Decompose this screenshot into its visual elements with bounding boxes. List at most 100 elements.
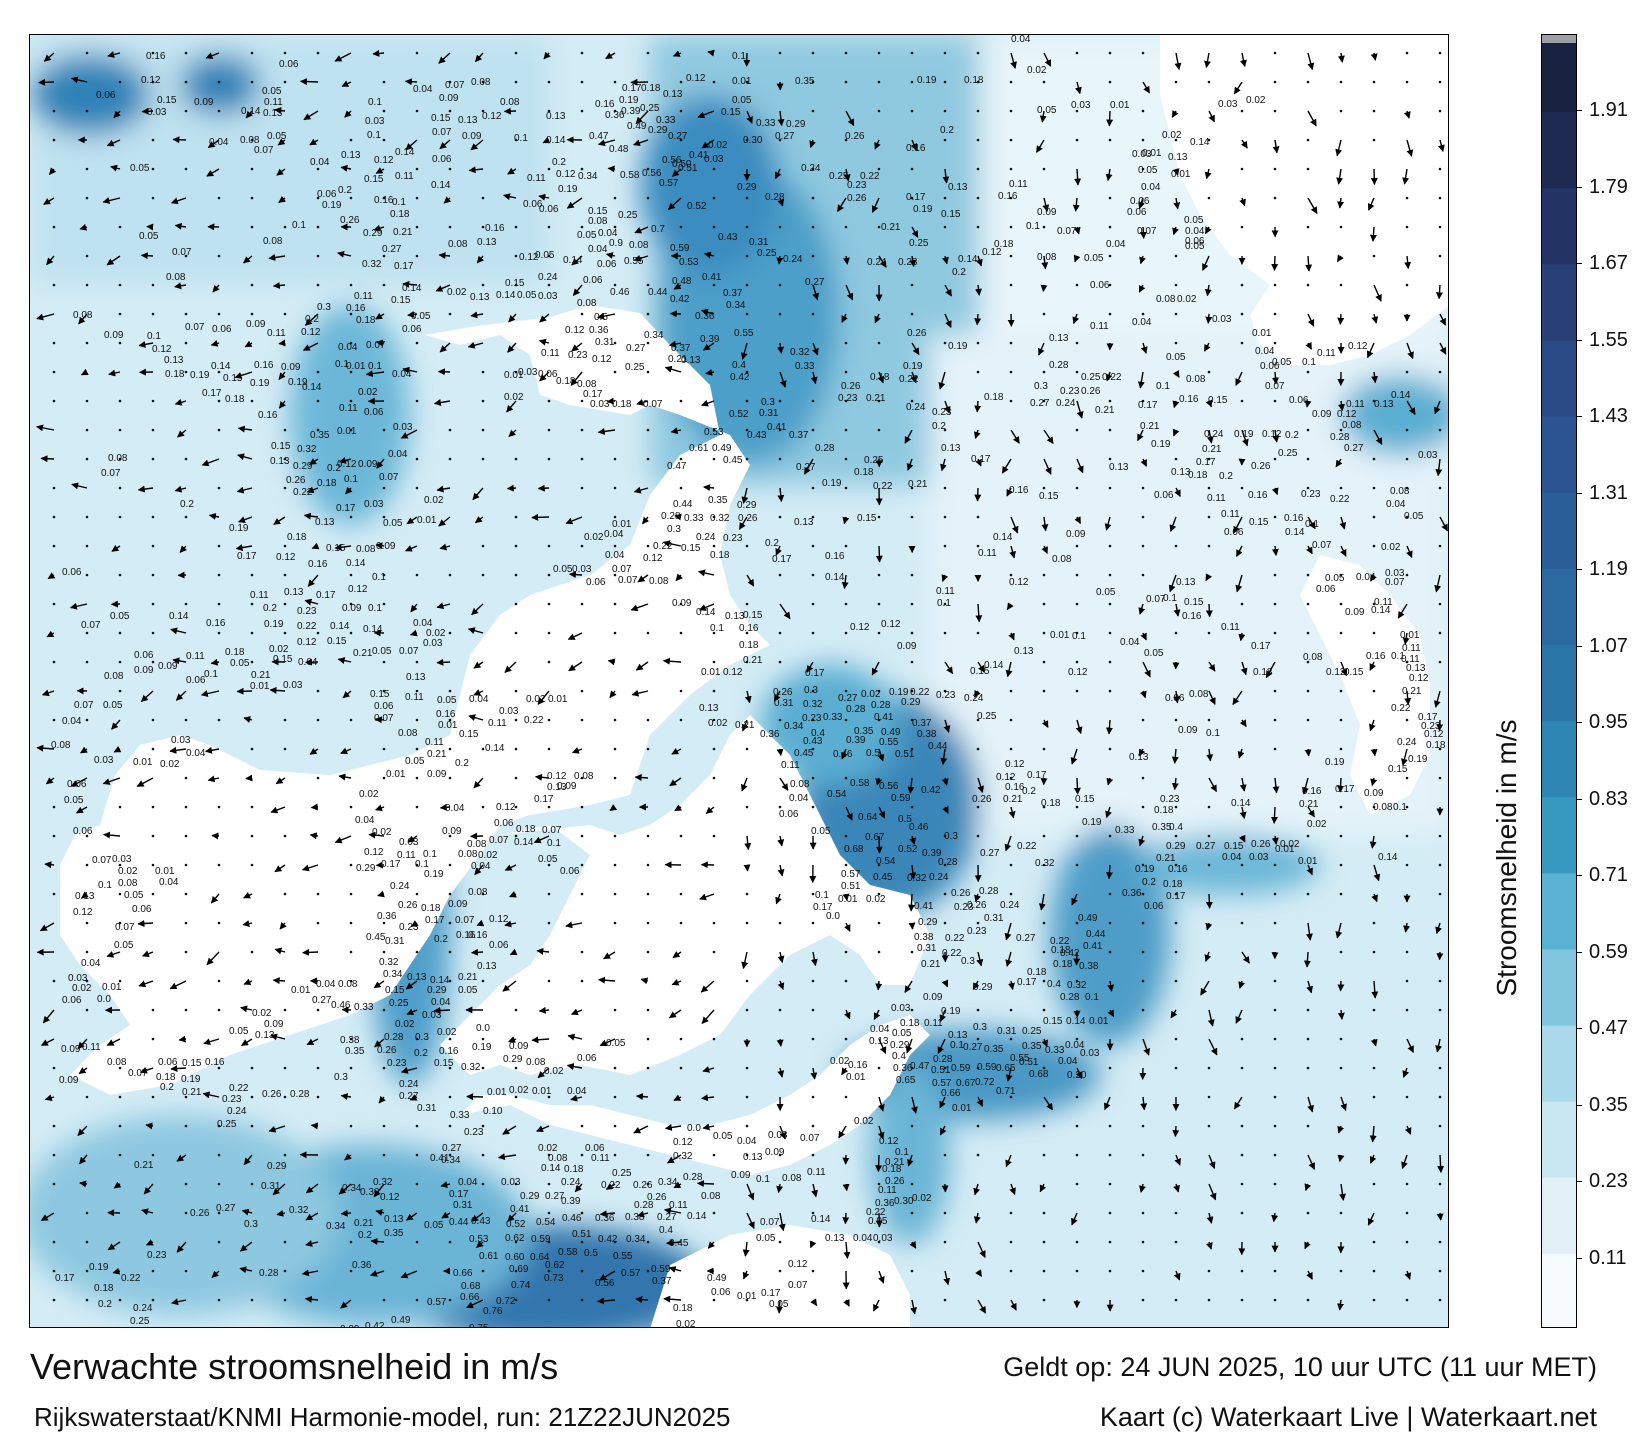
speed-label: 0.05 bbox=[713, 1131, 733, 1142]
vector-dot bbox=[382, 1008, 386, 1012]
vector-dot bbox=[1174, 312, 1178, 316]
vector-arrow bbox=[467, 341, 484, 349]
speed-label: 0.05 bbox=[1325, 573, 1345, 584]
speed-label: 0.16 bbox=[595, 99, 615, 110]
speed-label: 0.05 bbox=[868, 1216, 888, 1227]
vector-dot bbox=[415, 399, 419, 403]
speed-label: 0.09 bbox=[923, 992, 943, 1003]
vector-dot bbox=[1042, 834, 1046, 838]
speed-label: 0.03 bbox=[590, 399, 610, 410]
speed-label: 0.29 bbox=[267, 1161, 287, 1172]
speed-label: 0.17 bbox=[761, 1288, 781, 1299]
vector-dot bbox=[1273, 689, 1277, 693]
vector-arrow bbox=[145, 1239, 154, 1246]
speed-label: 0.32 bbox=[373, 1177, 393, 1188]
speed-label: 0.11 bbox=[1317, 348, 1336, 359]
vector-dot bbox=[217, 602, 221, 606]
vector-dot bbox=[283, 1298, 287, 1302]
speed-label: 0.38 bbox=[914, 932, 934, 943]
colorbar-tick-label: 1.67 bbox=[1589, 252, 1628, 275]
vector-dot bbox=[184, 167, 188, 171]
vector-arrow bbox=[668, 1009, 682, 1019]
vector-dot bbox=[844, 80, 848, 84]
vector-dot bbox=[52, 979, 56, 983]
vector-dot bbox=[1339, 834, 1343, 838]
speed-label: 0.26 bbox=[951, 888, 971, 899]
speed-label: 0.24 bbox=[399, 1079, 419, 1090]
vector-arrow bbox=[301, 1269, 319, 1277]
vector-dot bbox=[448, 312, 452, 316]
speed-label: 0.06 bbox=[1144, 901, 1164, 912]
vector-arrow bbox=[304, 313, 319, 326]
vector-arrow bbox=[566, 197, 583, 209]
speed-label: 0.12 bbox=[496, 802, 516, 813]
vector-arrow bbox=[201, 458, 220, 467]
vector-arrow bbox=[1073, 254, 1081, 263]
colorbar-band bbox=[1542, 415, 1576, 493]
vector-dot bbox=[679, 689, 683, 693]
vector-dot bbox=[1438, 109, 1442, 113]
vector-arrow bbox=[172, 657, 187, 665]
vector-arrow bbox=[1241, 429, 1249, 447]
vector-dot bbox=[316, 254, 320, 258]
vector-dot bbox=[1141, 109, 1145, 113]
speed-label: 0.21 bbox=[866, 393, 886, 404]
vector-dot bbox=[811, 892, 815, 896]
speed-label: 0.28 bbox=[634, 1200, 654, 1211]
vector-dot bbox=[481, 225, 485, 229]
vector-arrow bbox=[1404, 690, 1412, 706]
vector-dot bbox=[1009, 1124, 1013, 1128]
vector-dot bbox=[943, 1240, 947, 1244]
vector-dot bbox=[712, 921, 716, 925]
vector-arrow bbox=[1271, 1212, 1279, 1223]
vector-arrow bbox=[1307, 110, 1317, 127]
speed-label: 0.05 bbox=[769, 1299, 789, 1310]
vector-arrow bbox=[571, 342, 583, 352]
vector-dot bbox=[1273, 1008, 1277, 1012]
vector-dot bbox=[844, 225, 848, 229]
vector-dot bbox=[844, 399, 848, 403]
speed-label: 0.48 bbox=[609, 144, 629, 155]
vector-dot bbox=[1141, 573, 1145, 577]
vector-dot bbox=[943, 225, 947, 229]
vector-dot bbox=[943, 892, 947, 896]
vector-arrow bbox=[940, 458, 947, 472]
vector-arrow bbox=[113, 745, 122, 753]
speed-label: 0.49 bbox=[707, 1273, 727, 1284]
vector-dot bbox=[217, 1211, 221, 1215]
speed-label: 0.25 bbox=[1081, 372, 1101, 383]
vector-dot bbox=[283, 747, 287, 751]
vector-arrow bbox=[1005, 661, 1013, 678]
speed-label: 0.44 bbox=[648, 287, 668, 298]
vector-dot bbox=[679, 631, 683, 635]
vector-arrow bbox=[405, 980, 418, 990]
vector-dot bbox=[316, 370, 320, 374]
speed-label: 0.21 bbox=[921, 959, 941, 970]
vector-dot bbox=[679, 399, 683, 403]
speed-label: 0.1 bbox=[368, 361, 382, 372]
speed-label: 0.66 bbox=[453, 1268, 473, 1279]
speed-label: 0.06 bbox=[1316, 584, 1336, 595]
vector-dot bbox=[1108, 1182, 1112, 1186]
vector-arrow bbox=[941, 777, 949, 786]
speed-label: 0.68 bbox=[844, 844, 864, 855]
vector-arrow bbox=[279, 922, 287, 930]
vector-dot bbox=[877, 515, 881, 519]
vector-arrow bbox=[597, 976, 616, 984]
vector-dot bbox=[382, 109, 386, 113]
speed-label: 0.06 bbox=[62, 995, 82, 1006]
vector-dot bbox=[1009, 863, 1013, 867]
speed-label: 0.02 bbox=[72, 983, 92, 994]
speed-label: 0.33 bbox=[684, 513, 704, 524]
vector-arrow bbox=[370, 1270, 385, 1277]
speed-label: 0.23 bbox=[898, 257, 918, 268]
vector-dot bbox=[283, 80, 287, 84]
vector-arrow bbox=[672, 50, 682, 57]
vector-dot bbox=[250, 602, 254, 606]
vector-dot bbox=[118, 892, 122, 896]
vector-arrow bbox=[700, 980, 715, 993]
vector-dot bbox=[118, 689, 122, 693]
speed-label: 0.22 bbox=[297, 621, 317, 632]
vector-arrow bbox=[1335, 458, 1343, 468]
speed-label: 0.36 bbox=[605, 110, 625, 121]
